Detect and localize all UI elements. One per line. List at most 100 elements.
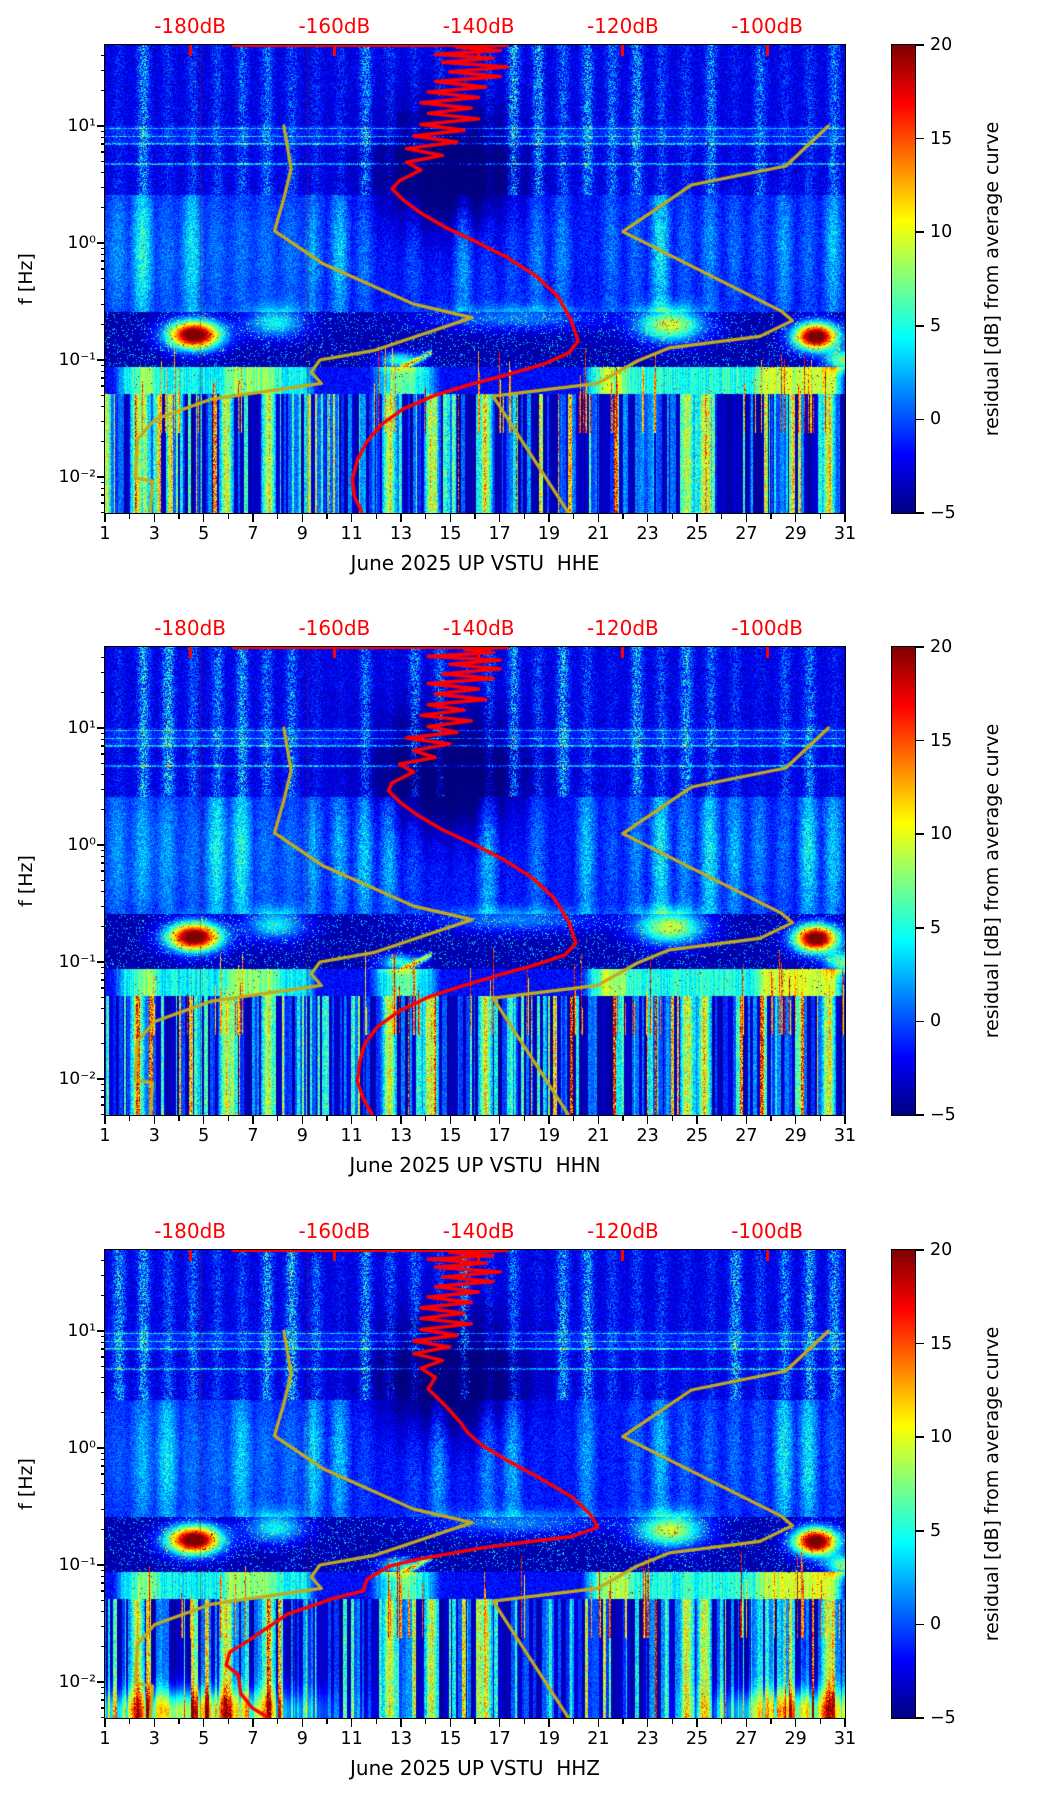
x-axis-tick (548, 1116, 550, 1124)
y-axis-tick-label: 10¹ (67, 717, 96, 738)
top-axis-tick (188, 45, 192, 56)
y-axis-minor-tick (100, 1599, 105, 1601)
x-axis-tick-label: 13 (389, 1729, 413, 1749)
x-axis-tick-label: 15 (439, 1729, 462, 1749)
xlabel-hhe: June 2025 UP VSTU HHE (350, 551, 600, 575)
y-axis-tick (97, 1078, 105, 1080)
y-axis-minor-tick (100, 1473, 105, 1475)
x-axis-minor-tick (572, 514, 575, 519)
colorbar-tick (916, 1342, 924, 1345)
x-axis-minor-tick (128, 1719, 131, 1724)
colorbar-tick (916, 231, 924, 233)
y-axis-minor-tick (100, 1590, 105, 1592)
x-axis-tick-label: 27 (735, 1729, 758, 1749)
y-axis-minor-tick (100, 1529, 105, 1531)
y-axis-minor-tick (100, 972, 105, 974)
x-axis-tick (745, 1116, 748, 1124)
y-axis-minor-tick (100, 1575, 105, 1577)
x-axis-tick-label: 1 (99, 1126, 111, 1146)
y-axis-minor-tick (100, 370, 105, 372)
x-axis-tick (104, 1116, 106, 1124)
y-axis-minor-tick (100, 1646, 105, 1648)
y-axis-minor-tick (100, 773, 105, 776)
y-axis-minor-tick (100, 253, 105, 255)
y-axis-minor-tick (100, 394, 105, 396)
y-axis-minor-tick (100, 1348, 105, 1350)
x-axis-minor-tick (474, 1719, 476, 1724)
x-axis-tick (794, 1116, 797, 1124)
y-axis-label: f [Hz] (15, 1458, 37, 1510)
x-axis-tick (153, 1116, 156, 1124)
y-axis-minor-tick (100, 1295, 105, 1297)
top-axis-tick (332, 647, 336, 658)
x-axis-tick (350, 1116, 353, 1124)
x-axis-minor-tick (720, 514, 723, 519)
y-axis-minor-tick (100, 788, 105, 790)
x-axis-tick-label: 5 (198, 1126, 210, 1146)
x-axis-tick-label: 19 (537, 1126, 561, 1146)
y-axis-minor-tick (100, 1686, 105, 1688)
spectrogram-hhn (105, 647, 845, 1115)
x-axis-minor-tick (128, 514, 131, 519)
x-axis-tick-label: 17 (488, 524, 511, 544)
y-axis-minor-tick (100, 487, 105, 489)
x-axis-minor-tick (178, 514, 180, 519)
y-axis-tick-label: 10⁰ (67, 232, 96, 253)
colorbar-tick (916, 1717, 924, 1719)
colorbar-tick-label: 5 (930, 1520, 942, 1541)
y-axis-minor-tick (100, 1493, 105, 1496)
x-axis-tick (350, 1719, 353, 1727)
colorbar-tick (916, 1436, 924, 1438)
y-axis-minor-tick (100, 420, 105, 422)
y-axis-minor-tick (100, 303, 105, 305)
y-axis-minor-tick (100, 1104, 105, 1106)
x-axis-tick (301, 1719, 304, 1727)
y-axis-minor-tick (100, 1274, 105, 1276)
colorbar-tick (916, 44, 924, 46)
x-axis-tick-label: 5 (198, 1729, 210, 1749)
y-axis-tick (97, 1564, 105, 1566)
y-axis-minor-tick (100, 1465, 105, 1467)
colorbar-tick-label: 20 (930, 637, 953, 657)
y-axis-minor-tick (100, 1376, 105, 1379)
top-axis-label: -140dB (442, 14, 515, 38)
top-axis-tick (765, 1250, 769, 1261)
x-axis-minor-tick (671, 514, 674, 519)
y-axis-minor-tick (100, 692, 105, 694)
y-axis-tick-label: 10⁰ (67, 1437, 96, 1458)
top-axis-tick (621, 1250, 625, 1261)
y-axis-minor-tick (100, 481, 105, 483)
x-axis-minor-tick (770, 514, 772, 519)
x-axis-tick-label: 11 (340, 1729, 363, 1749)
x-axis-minor-tick (326, 514, 328, 519)
y-axis-minor-tick (100, 171, 105, 174)
x-axis-tick (548, 514, 550, 522)
y-axis-minor-tick (100, 1625, 105, 1627)
x-axis-tick (597, 1116, 600, 1124)
y-axis-tick (97, 125, 105, 127)
x-axis-tick (597, 1719, 600, 1727)
y-axis-minor-tick (100, 1699, 105, 1701)
top-axis-label: -120dB (586, 14, 659, 38)
x-axis-tick (498, 1719, 501, 1727)
x-axis-minor-tick (424, 514, 427, 519)
y-axis-minor-tick (100, 732, 105, 734)
top-axis-tick (765, 45, 769, 56)
y-axis-minor-tick (100, 890, 105, 893)
x-axis-minor-tick (227, 514, 230, 519)
x-axis-tick (449, 514, 452, 522)
x-axis-minor-tick (375, 1116, 378, 1121)
colorbar-tick-label: −5 (930, 503, 956, 523)
x-axis-tick-label: 31 (833, 1729, 857, 1749)
colorbar-tick-label: −5 (930, 1708, 956, 1728)
y-axis-minor-tick (100, 979, 105, 981)
x-axis-tick-label: 25 (685, 1126, 709, 1146)
y-axis-minor-tick (100, 987, 105, 989)
y-axis-minor-tick (100, 1610, 105, 1613)
x-axis-tick-label: 31 (833, 524, 857, 544)
colorbar-tick (916, 1249, 924, 1251)
colorbar-tick-label: 10 (930, 824, 953, 845)
top-axis-tick (188, 647, 192, 658)
y-axis-minor-tick (100, 1458, 105, 1460)
y-axis-minor-tick (100, 441, 105, 443)
